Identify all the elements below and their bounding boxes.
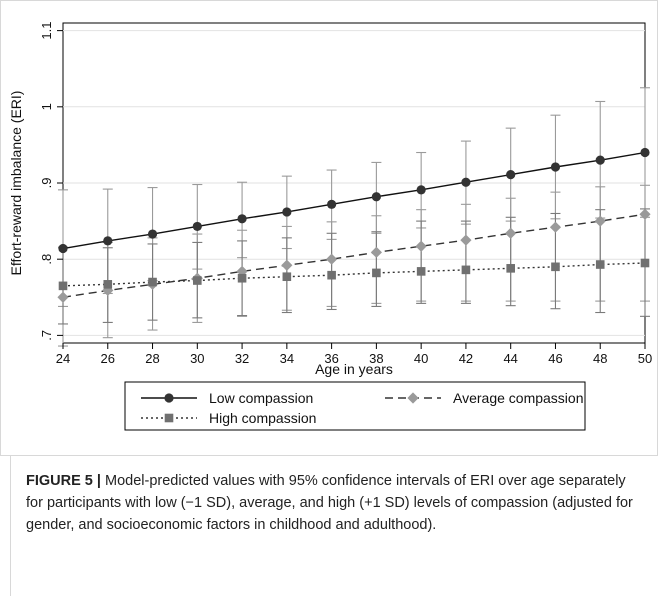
legend-label-average-compassion: Average compassion [453,390,583,406]
x-axis-title: Age in years [315,361,393,377]
caption-text: Model-predicted values with 95% confiden… [26,473,633,533]
average-compassion-point-5 [281,259,293,271]
x-tick-label-12: 48 [593,351,607,366]
low-compassion-point-4 [237,214,247,224]
high-compassion-point-13 [640,258,650,268]
x-tick-label-10: 44 [503,351,517,366]
y-axis-title: Effort-reward imbalance (ERI) [8,91,24,276]
legend-label-high-compassion: High compassion [209,410,316,426]
high-compassion-point-4 [237,273,247,283]
legend: Low compassion Average compassion High com… [124,381,586,431]
high-compassion-point-10 [506,264,515,273]
legend-marker-average-compassion [407,392,419,404]
low-compassion-point-3 [192,221,202,232]
x-tick-label-11: 46 [548,351,562,366]
y-tick-label-4: 1.1 [39,22,54,40]
grid-lines [63,30,645,336]
y-tick-label-3: 1 [39,103,54,110]
high-compassion-point-9 [461,265,471,275]
y-tick-label-0: .7 [39,330,54,341]
x-tick-label-9: 42 [459,351,473,366]
high-compassion-point-7 [372,268,381,278]
low-compassion-point-9 [461,177,471,187]
high-compassion-point-1 [103,280,113,289]
high-compassion-point-5 [282,272,292,282]
series-lines [62,151,646,298]
x-tick-label-8: 40 [414,351,428,366]
high-compassion-point-11 [551,262,560,272]
x-tick-label-4: 32 [235,351,249,366]
low-compassion-point-6 [327,199,337,209]
legend-box [124,381,586,431]
average-compassion-point-8 [415,240,427,252]
average-compassion-point-7 [370,246,382,258]
low-compassion-point-12 [595,155,605,165]
legend-label-low-compassion: Low compassion [209,390,313,406]
average-compassion-point-9 [460,234,472,246]
legend-marker-high-compassion [164,413,174,423]
x-tick-label-1: 26 [101,351,115,366]
average-compassion-point-12 [594,215,606,227]
low-compassion-point-2 [147,229,158,239]
high-compassion-point-6 [327,270,336,280]
series-markers [57,147,651,303]
low-compassion-point-10 [506,170,516,180]
low-compassion-point-7 [371,192,381,202]
average-compassion-point-6 [326,253,338,265]
low-compassion-point-1 [103,236,113,246]
high-compassion-point-8 [416,267,426,276]
average-compassion-point-11 [549,221,562,233]
y-tick-label-1: .8 [39,254,54,265]
high-compassion-point-0 [58,281,68,291]
average-compassion-point-4 [236,265,248,277]
high-compassion-line [62,262,646,287]
line-chart: 24 26 28 30 32 34 36 38 40 42 44 46 48 50 .7.8.911.1 … [8,22,652,431]
low-compassion-point-0 [58,243,68,254]
caption-rule [10,456,11,596]
low-compassion-point-13 [640,147,650,158]
x-tick-label-6: 36 [324,351,338,366]
low-compassion-line [62,151,646,250]
figure-panel: 24 26 28 30 32 34 36 38 40 42 44 46 48 50 .7.8.9 1 1.1 … [0,0,658,456]
average-compassion-point-10 [505,227,517,239]
average-compassion-point-0 [57,291,69,303]
x-tick-label-13: 50 [638,351,652,366]
high-compassion-point-3 [193,276,202,285]
x-tick-label-7: 38 [369,351,383,366]
legend-entries: Low compassion Average compassion High com… [141,390,583,426]
y-axis-ticks: .7 .8 .9 1 1.1 [39,22,63,341]
low-compassion-point-5 [282,207,292,217]
figure-label: FIGURE 5 | [26,473,101,489]
x-tick-label-5: 34 [280,351,294,366]
low-compassion-point-11 [550,162,561,172]
x-tick-label-3: 30 [190,351,204,366]
average-compassion-line [62,213,646,298]
high-compassion-point-12 [595,260,605,269]
high-compassion-point-2 [148,277,157,287]
figure-caption: FIGURE 5 | Model-predicted values with 9… [26,470,646,536]
x-axis-ticks: 24 26 28 30 32 34 36 38 40 42 44 46 48 50 [56,343,652,366]
x-tick-label-0: 24 [56,351,70,366]
legend-marker-low-compassion [164,393,174,403]
x-tick-label-2: 28 [145,351,159,366]
low-compassion-point-8 [416,185,426,195]
y-tick-label-2: .9 [39,178,54,189]
average-compassion-point-13 [639,208,651,220]
